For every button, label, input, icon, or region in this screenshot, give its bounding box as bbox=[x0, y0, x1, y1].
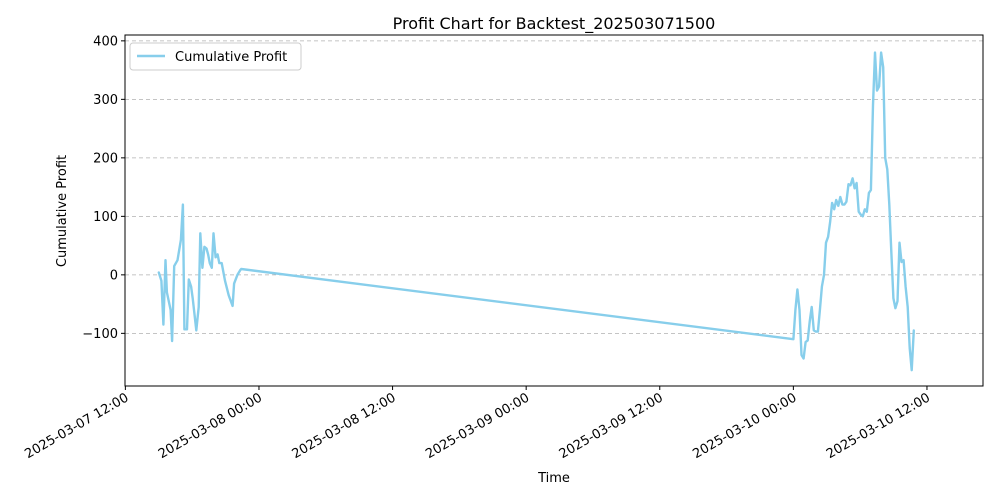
series-line-0 bbox=[157, 51, 915, 372]
legend-label: Cumulative Profit bbox=[175, 50, 287, 65]
y-axis-label: Cumulative Profit bbox=[55, 155, 70, 267]
chart-title: Profit Chart for Backtest_202503071500 bbox=[393, 14, 716, 34]
series-layer bbox=[157, 51, 915, 372]
y-axis: −100 0 100 200 300 400 bbox=[82, 34, 125, 342]
y-tick-label: 200 bbox=[93, 151, 118, 166]
y-tick-label: 300 bbox=[93, 93, 118, 108]
x-axis-label: Time bbox=[537, 471, 570, 486]
y-tick-label: −100 bbox=[82, 327, 118, 342]
y-tick-label: 100 bbox=[93, 210, 118, 225]
y-tick-label: 0 bbox=[110, 268, 118, 283]
legend: Cumulative Profit bbox=[129, 42, 302, 71]
y-tick-label: 400 bbox=[93, 34, 118, 49]
legend-box bbox=[129, 42, 302, 71]
plot-frame bbox=[124, 34, 984, 387]
y-grid bbox=[125, 40, 983, 334]
